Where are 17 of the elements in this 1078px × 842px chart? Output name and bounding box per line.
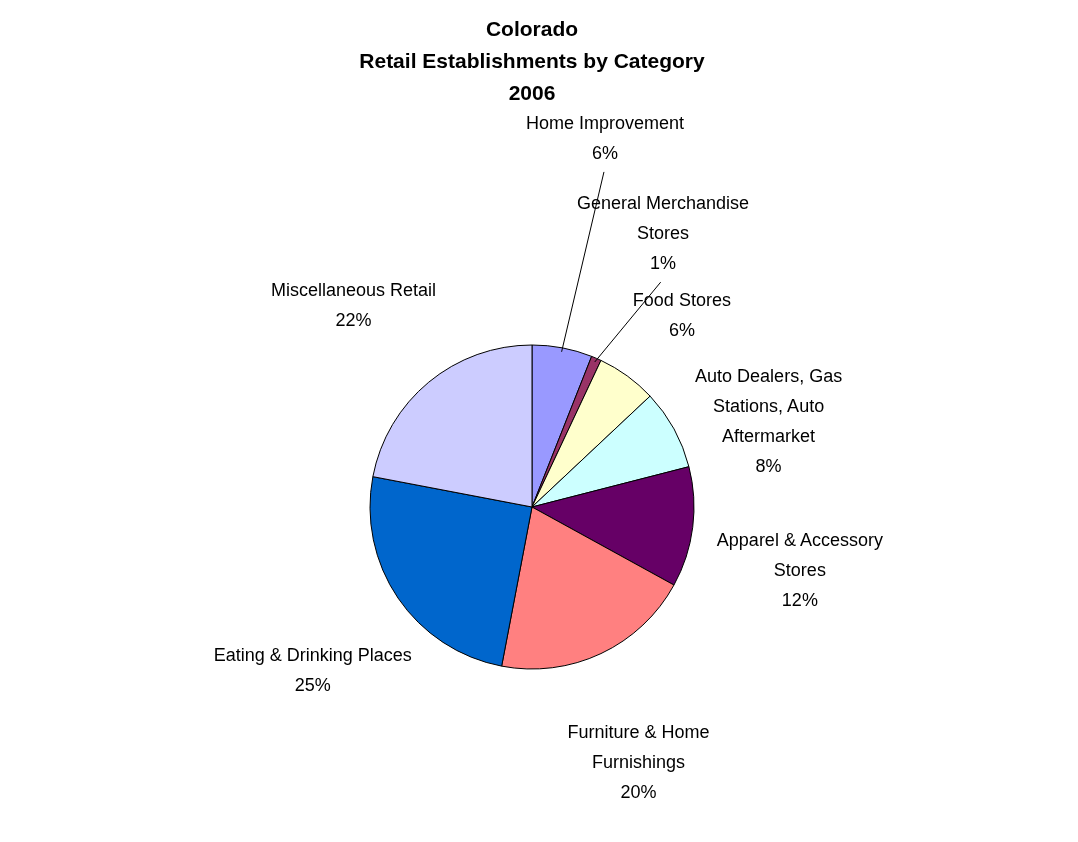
data-label: 6% [668, 319, 695, 340]
data-label: 1% [650, 253, 677, 274]
data-label: 12% [781, 589, 818, 610]
slice-label: Home Improvement [526, 112, 685, 133]
data-label: 6% [592, 142, 619, 163]
data-label: 22% [335, 310, 372, 331]
slice-label: Furniture & Home Furnishings [567, 722, 710, 773]
data-label: 8% [755, 455, 782, 476]
slice-label: General Merchandise Stores [577, 193, 750, 244]
data-label: 25% [294, 674, 331, 695]
slice-label: Food Stores [632, 289, 731, 310]
slice-label: Auto Dealers, Gas Stations, Auto Aftermarket [695, 365, 843, 446]
slice-label: Miscellaneous Retail [270, 280, 437, 301]
slice-label: Apparel & Accessory Stores [716, 529, 883, 580]
chart-title: Colorado Retail Establishments by Category 2006 [359, 17, 706, 104]
data-label: 20% [620, 782, 657, 803]
slice-label: Eating & Drinking Places [213, 644, 412, 665]
